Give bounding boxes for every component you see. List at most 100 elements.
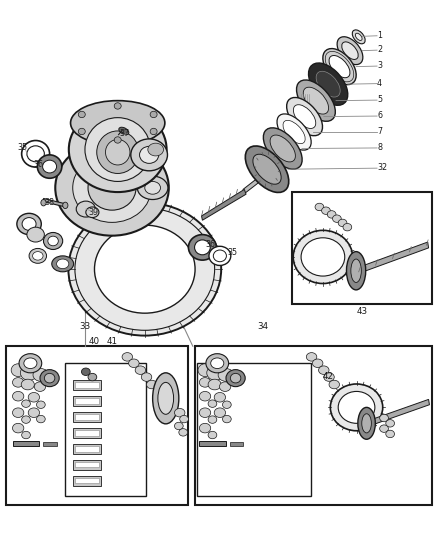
Ellipse shape xyxy=(342,42,358,60)
Ellipse shape xyxy=(208,416,217,423)
Ellipse shape xyxy=(33,368,49,381)
Text: 8: 8 xyxy=(377,143,382,152)
Ellipse shape xyxy=(211,358,224,368)
Bar xyxy=(65,364,146,496)
Ellipse shape xyxy=(180,415,188,423)
Ellipse shape xyxy=(358,407,375,439)
Ellipse shape xyxy=(73,154,151,222)
Ellipse shape xyxy=(129,359,139,368)
Bar xyxy=(195,346,431,505)
Text: 41: 41 xyxy=(106,337,117,346)
Ellipse shape xyxy=(114,137,121,143)
Ellipse shape xyxy=(42,160,57,173)
Ellipse shape xyxy=(303,87,328,114)
Text: 32: 32 xyxy=(377,163,387,172)
Ellipse shape xyxy=(208,431,217,439)
Polygon shape xyxy=(43,198,65,207)
Bar xyxy=(73,396,101,406)
Text: 35: 35 xyxy=(17,143,28,152)
Ellipse shape xyxy=(28,392,39,402)
Ellipse shape xyxy=(223,415,231,423)
Ellipse shape xyxy=(323,49,356,85)
Text: 35: 35 xyxy=(228,248,238,257)
Bar xyxy=(75,430,99,435)
Ellipse shape xyxy=(330,384,383,431)
Ellipse shape xyxy=(332,215,341,222)
Bar xyxy=(292,192,432,304)
Ellipse shape xyxy=(88,165,136,210)
Bar xyxy=(73,460,101,470)
Text: 33: 33 xyxy=(79,321,90,330)
Bar xyxy=(73,428,101,438)
Ellipse shape xyxy=(199,423,211,433)
Ellipse shape xyxy=(11,364,25,376)
Ellipse shape xyxy=(114,103,121,109)
Ellipse shape xyxy=(138,176,168,199)
Bar xyxy=(197,364,311,496)
Ellipse shape xyxy=(386,419,395,427)
Ellipse shape xyxy=(55,140,169,236)
Ellipse shape xyxy=(68,203,221,336)
Ellipse shape xyxy=(194,240,210,255)
Text: 5: 5 xyxy=(377,95,382,104)
Text: 2: 2 xyxy=(377,45,382,54)
Ellipse shape xyxy=(148,143,163,156)
Ellipse shape xyxy=(337,37,363,64)
Text: 36: 36 xyxy=(33,160,43,169)
Ellipse shape xyxy=(316,71,340,97)
Bar xyxy=(199,441,226,446)
Ellipse shape xyxy=(293,104,316,128)
Ellipse shape xyxy=(318,366,329,374)
Ellipse shape xyxy=(226,369,245,386)
Ellipse shape xyxy=(43,232,63,249)
Ellipse shape xyxy=(199,391,211,401)
Text: 1: 1 xyxy=(377,31,382,40)
Ellipse shape xyxy=(245,146,289,192)
Ellipse shape xyxy=(32,252,43,260)
Text: 43: 43 xyxy=(357,307,368,316)
Ellipse shape xyxy=(301,238,345,276)
Ellipse shape xyxy=(283,120,305,144)
Ellipse shape xyxy=(131,139,167,171)
Text: 6: 6 xyxy=(377,111,382,120)
Ellipse shape xyxy=(85,118,150,181)
Text: 4: 4 xyxy=(377,78,382,87)
Bar xyxy=(43,442,57,446)
Text: 3: 3 xyxy=(377,61,382,70)
Text: 42: 42 xyxy=(323,372,334,381)
Ellipse shape xyxy=(263,128,302,169)
Bar xyxy=(6,346,188,505)
Ellipse shape xyxy=(158,382,173,414)
Ellipse shape xyxy=(12,377,24,387)
Ellipse shape xyxy=(81,368,90,375)
Ellipse shape xyxy=(17,213,41,235)
Ellipse shape xyxy=(97,131,139,173)
Ellipse shape xyxy=(21,141,49,167)
Ellipse shape xyxy=(21,400,30,407)
Text: 37: 37 xyxy=(120,129,130,138)
Ellipse shape xyxy=(214,392,226,402)
Ellipse shape xyxy=(213,250,226,262)
Bar xyxy=(75,446,99,451)
Bar xyxy=(75,398,99,403)
Ellipse shape xyxy=(207,366,224,380)
Ellipse shape xyxy=(28,408,39,417)
Ellipse shape xyxy=(21,431,30,439)
Ellipse shape xyxy=(286,98,322,136)
Bar xyxy=(73,476,101,486)
Ellipse shape xyxy=(329,55,350,78)
Bar xyxy=(75,382,99,387)
Ellipse shape xyxy=(34,382,46,391)
Ellipse shape xyxy=(174,408,185,417)
Polygon shape xyxy=(368,399,429,426)
Ellipse shape xyxy=(386,430,395,438)
Text: 34: 34 xyxy=(257,321,268,330)
Ellipse shape xyxy=(230,373,241,383)
Ellipse shape xyxy=(40,369,59,386)
Ellipse shape xyxy=(122,353,133,361)
Ellipse shape xyxy=(208,400,217,407)
Text: 7: 7 xyxy=(377,127,382,136)
Ellipse shape xyxy=(48,236,58,246)
Ellipse shape xyxy=(253,154,281,184)
Ellipse shape xyxy=(12,423,24,433)
